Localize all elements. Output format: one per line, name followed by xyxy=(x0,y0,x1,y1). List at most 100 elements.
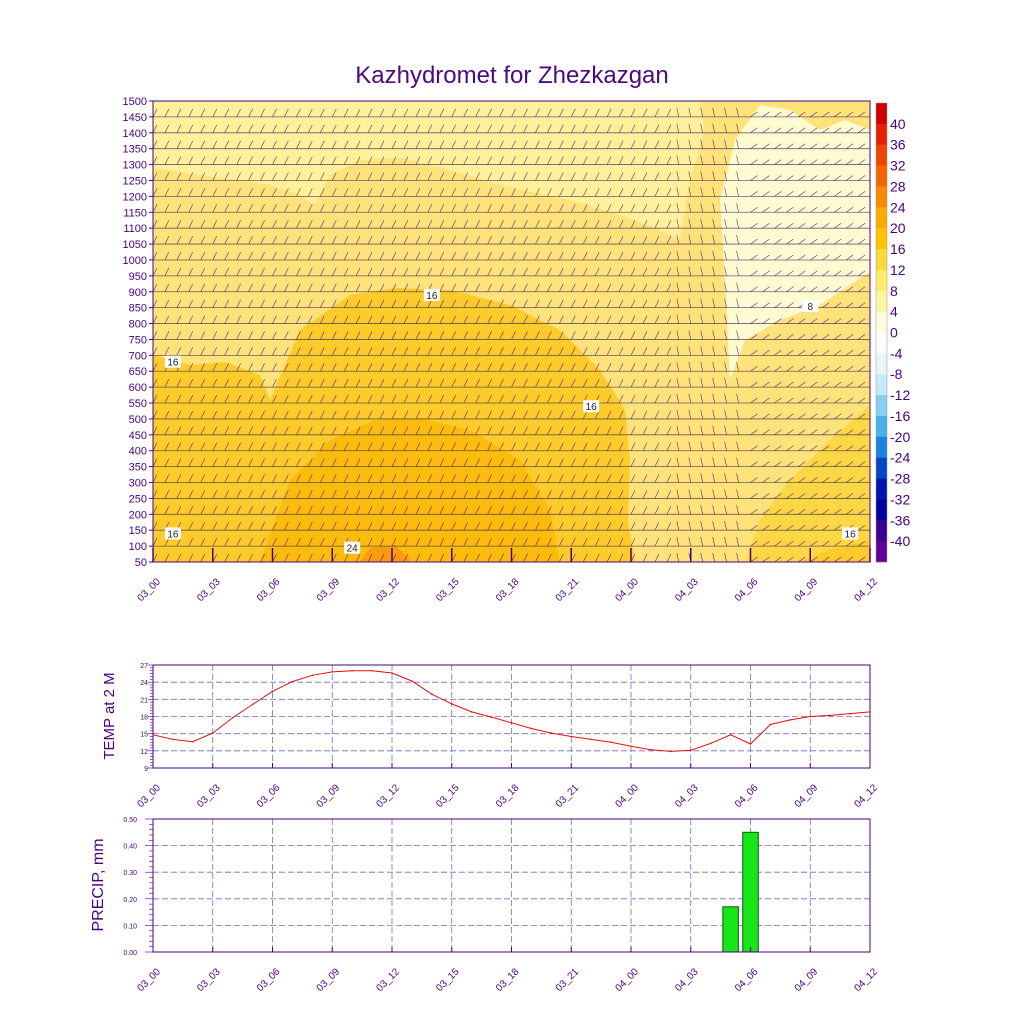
precipitation-x-tick-label: 03_12 xyxy=(375,966,403,994)
cross-section-x-tick-label: 04_06 xyxy=(733,576,761,604)
precipitation-y-tick-label: 0.20 xyxy=(123,897,137,904)
contour-label-box xyxy=(344,541,361,554)
colorbar-swatch xyxy=(876,415,887,438)
cross-section-y-tick-label: 900 xyxy=(129,287,147,299)
colorbar-swatch xyxy=(876,436,887,458)
cross-section-x-tick-label: 04_12 xyxy=(853,576,881,604)
colorbar-swatch xyxy=(876,207,887,229)
colorbar-label: -16 xyxy=(890,408,910,424)
field-20-24 xyxy=(260,418,560,562)
cross-section-y-tick-label: 200 xyxy=(129,509,147,521)
cross-section-x-tick-label: 04_00 xyxy=(614,576,642,604)
contour-label: 16 xyxy=(426,291,438,302)
temperature-x-tick-label: 03_09 xyxy=(315,782,343,810)
contour-label-box xyxy=(802,300,819,313)
cross-section-y-tick-label: 1350 xyxy=(123,144,147,156)
precipitation-y-label: PRECIP, mm xyxy=(90,838,107,931)
colorbar-swatch xyxy=(876,103,887,125)
colorbar-swatch xyxy=(876,478,887,500)
field-20-right xyxy=(800,540,870,562)
cross-section-y-tick-label: 1200 xyxy=(123,191,147,203)
colorbar-swatch xyxy=(876,520,887,542)
precipitation-y-tick-label: 0.00 xyxy=(123,950,137,957)
contour-label-box xyxy=(423,288,440,301)
precipitation-x-tick-label: 03_09 xyxy=(315,966,343,994)
colorbar-swatch xyxy=(876,395,887,417)
field-8-12 xyxy=(153,101,705,240)
cross-section-x-tick-label: 04_03 xyxy=(673,576,701,604)
temperature-y-tick-label: 21 xyxy=(140,697,148,704)
cross-section-y-tick-label: 600 xyxy=(129,382,147,394)
cross-section-x-tick-label: 03_09 xyxy=(315,576,343,604)
colorbar-label: -24 xyxy=(890,450,910,466)
precipitation-x-tick-label: 04_00 xyxy=(614,966,642,994)
colorbar-swatch xyxy=(876,499,887,521)
wind-barbs xyxy=(153,101,866,562)
colorbar-swatch xyxy=(876,311,887,333)
colorbar-swatch xyxy=(876,269,887,292)
precipitation-x-tick-label: 03_03 xyxy=(195,966,223,994)
temperature-x-tick-label: 04_00 xyxy=(614,782,642,810)
contour-label: 16 xyxy=(167,358,179,369)
cross-section-y-tick-label: 50 xyxy=(135,557,147,569)
cross-section-y-tick-label: 650 xyxy=(129,366,147,378)
precipitation-x-tick-label: 04_12 xyxy=(853,966,881,994)
temperature-ticks: 9 12 15 18 21 24 27 03_00 03_03 03_06 03_09 03_12 03… xyxy=(136,663,881,810)
colorbar-label: -8 xyxy=(890,366,903,382)
contour-label: 16 xyxy=(167,529,179,540)
cross-section-y-tick-label: 500 xyxy=(129,414,147,426)
colorbar-label: -4 xyxy=(890,345,903,361)
colorbar-swatch xyxy=(876,374,887,396)
colorbar-label: 16 xyxy=(890,241,906,257)
colorbar-label: -40 xyxy=(890,533,910,549)
colorbar-label: 8 xyxy=(890,283,898,299)
cross-section-y-tick-label: 150 xyxy=(129,525,147,537)
colorbar-swatch xyxy=(876,228,887,250)
precipitation-y-tick-label: 0.30 xyxy=(123,870,137,877)
temperature-panel: 9 12 15 18 21 24 27 03_00 03_03 03_06 03_09 03_12 03… xyxy=(101,663,880,810)
cross-section-y-tick-label: 450 xyxy=(129,430,147,442)
precipitation-x-tick-label: 04_09 xyxy=(793,966,821,994)
precipitation-x-tick-label: 03_15 xyxy=(434,966,462,994)
cross-section-y-tick-label: 1150 xyxy=(123,207,147,219)
colorbar-label: 40 xyxy=(890,116,906,132)
temperature-y-label: TEMP at 2 M xyxy=(101,672,118,759)
colorbar-swatch xyxy=(876,290,887,312)
colorbar-label: 4 xyxy=(890,304,898,320)
temperature-x-tick-label: 03_21 xyxy=(554,782,582,810)
precipitation-x-tick-label: 04_06 xyxy=(733,966,761,994)
colorbar-label: -28 xyxy=(890,471,910,487)
colorbar-swatch xyxy=(876,541,887,563)
contour-label-box xyxy=(583,400,600,413)
temperature-x-tick-label: 03_03 xyxy=(195,782,223,810)
cross-section-x-tick-label: 03_15 xyxy=(434,576,462,604)
cross-section-y-tick-label: 1100 xyxy=(123,223,147,235)
level-lines xyxy=(153,100,870,563)
cross-section-x-tick-label: 04_09 xyxy=(793,576,821,604)
colorbar-label: 20 xyxy=(890,220,906,236)
colorbar-swatch xyxy=(876,353,887,375)
colorbar-swatch xyxy=(876,144,887,166)
colorbar-swatch xyxy=(876,165,887,187)
colorbar-label: 28 xyxy=(890,178,906,194)
temperature-y-tick-label: 27 xyxy=(140,663,148,670)
colorbar-label: 0 xyxy=(890,325,898,341)
colorbar-label: 32 xyxy=(890,158,906,174)
precipitation-x-tick-label: 03_18 xyxy=(494,966,522,994)
cross-section-y-tick-label: 1400 xyxy=(123,128,147,140)
colorbar-label: -20 xyxy=(890,429,910,445)
temperature-y-tick-label: 18 xyxy=(140,715,148,722)
cross-section-y-ticks: 50 100 150 200 250 300 350 400 450 500 550 600 650 70… xyxy=(123,96,153,569)
cross-section-y-tick-label: 550 xyxy=(129,398,147,410)
cross-section-y-tick-label: 1300 xyxy=(123,160,147,172)
cross-section-y-tick-label: 300 xyxy=(129,478,147,490)
temperature-y-tick-label: 12 xyxy=(140,749,148,756)
temperature-y-tick-label: 24 xyxy=(140,680,148,687)
cross-section-y-tick-label: 1000 xyxy=(123,255,147,267)
precipitation-bar xyxy=(742,831,759,953)
precipitation-x-tick-label: 03_00 xyxy=(136,966,164,994)
temperature-y-tick-label: 15 xyxy=(140,732,148,739)
colorbar: 4036322824201612840-4-8-12-16-20-24-28-3… xyxy=(875,102,910,563)
contour-label: 16 xyxy=(586,402,598,413)
